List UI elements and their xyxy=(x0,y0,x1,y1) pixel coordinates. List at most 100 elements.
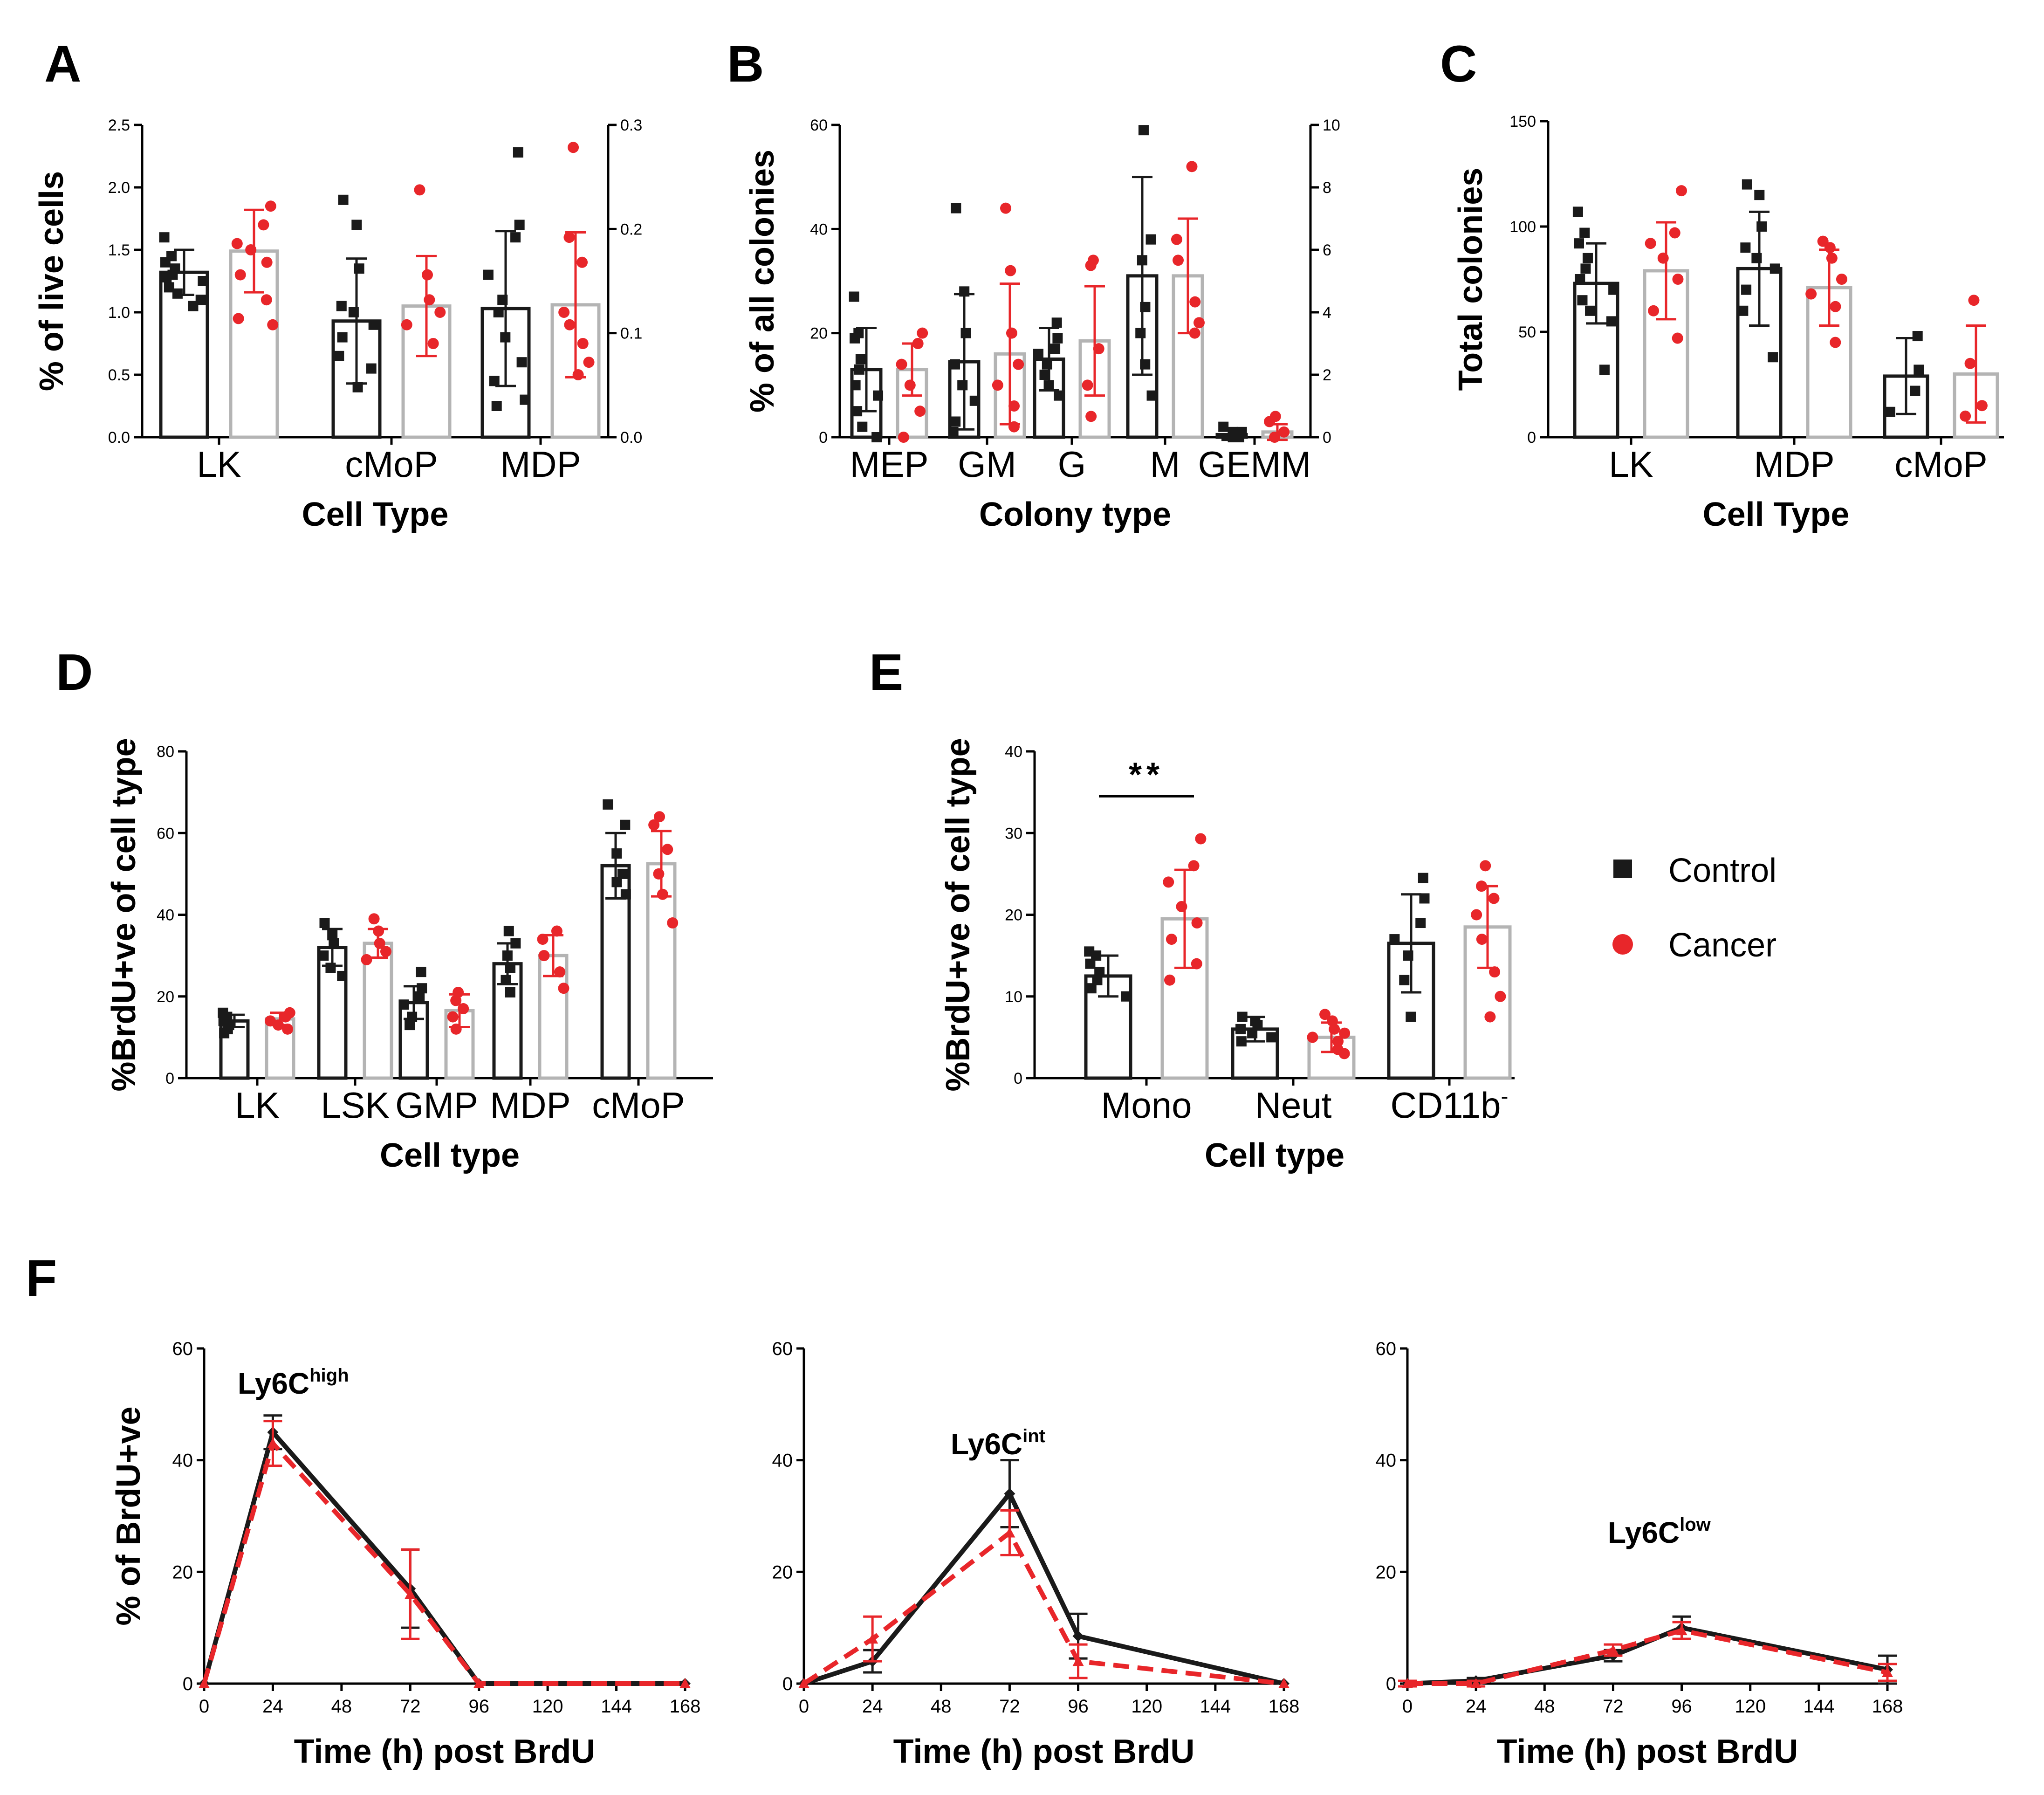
control-point xyxy=(1754,190,1765,200)
cancer-point xyxy=(577,338,589,349)
control-point xyxy=(1572,206,1583,217)
y-tick-label: 20 xyxy=(157,988,174,1006)
x-axis-title: Cell Type xyxy=(302,496,449,533)
x-axis-title: Time (h) post BrdU xyxy=(1497,1733,1798,1770)
y-tick-label: 20 xyxy=(772,1562,793,1582)
cancer-point xyxy=(434,307,446,318)
y-axis-title: %BrdU+ve of cell type xyxy=(105,738,143,1091)
y-tick-label: 60 xyxy=(810,117,828,134)
control-point xyxy=(1094,967,1105,977)
control-point xyxy=(1599,365,1610,375)
control-point xyxy=(1399,975,1410,985)
control-point xyxy=(338,194,349,205)
cancer-point xyxy=(1166,934,1177,945)
cancer-point xyxy=(450,1023,462,1035)
cancer-point xyxy=(231,238,243,249)
control-point xyxy=(1403,950,1413,961)
control-point xyxy=(1580,263,1591,274)
control-point xyxy=(1266,1032,1277,1043)
control-point xyxy=(368,319,379,330)
cancer-point xyxy=(1471,909,1482,921)
cancer-point xyxy=(265,200,276,212)
cancer-point xyxy=(1093,343,1104,355)
cancer-point xyxy=(912,338,924,349)
cancer-point xyxy=(1278,426,1290,438)
cancer-point xyxy=(427,338,439,349)
x-axis-title: Colony type xyxy=(979,496,1171,533)
panel-E: E 0 10 20 30 40 Mono Neut CD11b- ** Cell type %BrdU… xyxy=(869,644,1515,1174)
x-tick-label: 48 xyxy=(1534,1696,1555,1717)
cancer-point xyxy=(1085,411,1097,422)
control-point xyxy=(1072,1630,1084,1642)
control-point xyxy=(1052,333,1063,344)
control-point xyxy=(483,269,494,280)
cancer-point xyxy=(1489,966,1501,978)
x-tick-label: 0 xyxy=(1402,1696,1413,1717)
cancer-point xyxy=(233,313,244,324)
y-tick-label: 0.0 xyxy=(108,429,130,447)
control-point xyxy=(514,220,525,230)
control-point xyxy=(417,983,427,994)
control-point xyxy=(855,354,866,365)
panel-title: Ly6Cint xyxy=(951,1426,1045,1461)
cancer-point xyxy=(1005,265,1016,276)
y-tick-label: 20 xyxy=(1376,1562,1397,1582)
legend-control-label: Control xyxy=(1668,852,1776,889)
x-category-label: Neut xyxy=(1255,1085,1332,1126)
y-tick-label: 150 xyxy=(1509,113,1536,131)
cancer-point xyxy=(1164,974,1175,986)
control-point xyxy=(611,848,622,859)
control-point xyxy=(510,232,521,243)
y-tick-label: 2.5 xyxy=(108,117,130,134)
cancer-point xyxy=(657,888,668,900)
x-axis-title: Time (h) post BrdU xyxy=(294,1733,596,1770)
cancer-point xyxy=(1191,917,1203,929)
control-point xyxy=(850,380,861,391)
cancer-point xyxy=(1189,327,1200,339)
x-category-label: cMoP xyxy=(592,1085,685,1126)
control-point xyxy=(505,987,515,997)
cancer-point xyxy=(1193,317,1205,329)
control-point xyxy=(849,291,859,302)
cancer-point xyxy=(554,966,566,978)
panel-D: D 0 20 40 60 80 LK LSK GMP MDP cMoP Cell type %BrdU+… xyxy=(56,644,713,1174)
control-point xyxy=(1145,234,1156,245)
cancer-point xyxy=(1672,332,1683,344)
cancer-point xyxy=(992,379,1003,391)
control-point xyxy=(164,282,174,293)
cancer-series-line xyxy=(1407,1628,1888,1686)
y2-tick-label: 4 xyxy=(1323,304,1331,322)
x-tick-label: 72 xyxy=(400,1696,421,1717)
y-tick-label: 30 xyxy=(1005,825,1022,842)
x-axis-title: Time (h) post BrdU xyxy=(893,1733,1195,1770)
control-point xyxy=(1236,1036,1247,1047)
control-point xyxy=(334,351,344,361)
y-tick-label: 0 xyxy=(165,1070,174,1087)
control-point xyxy=(1051,317,1062,328)
panel-label-E: E xyxy=(869,644,903,701)
panel-title: Ly6Chigh xyxy=(238,1365,349,1400)
y-axis-title: % of BrdU+ve xyxy=(110,1406,147,1625)
x-tick-label: 96 xyxy=(1068,1696,1089,1717)
y2-tick-label: 6 xyxy=(1323,241,1331,259)
cancer-point xyxy=(1191,958,1202,970)
cancer-point xyxy=(1484,1011,1496,1023)
cancer-point xyxy=(261,256,273,268)
cancer-point xyxy=(1964,358,1976,369)
panel-F2: 0 20 40 60 0 24 48 72 96 120 144 168 Ly6Cint Time (h)… xyxy=(772,1339,1300,1770)
y-tick-label: 0 xyxy=(819,429,828,447)
y-tick-label: 0 xyxy=(782,1674,793,1694)
cancer-point xyxy=(1976,400,1988,412)
y2-tick-label: 8 xyxy=(1323,179,1331,197)
control-point xyxy=(493,307,504,317)
control-point xyxy=(1577,295,1588,306)
control-point xyxy=(950,359,960,370)
cancer-point xyxy=(450,995,462,1006)
control-point xyxy=(416,967,426,977)
control-point xyxy=(871,432,882,442)
cancer-point xyxy=(473,1678,485,1688)
control-point xyxy=(1137,255,1147,266)
panel-title-sup: high xyxy=(309,1365,349,1386)
cancer-point xyxy=(1480,860,1491,872)
